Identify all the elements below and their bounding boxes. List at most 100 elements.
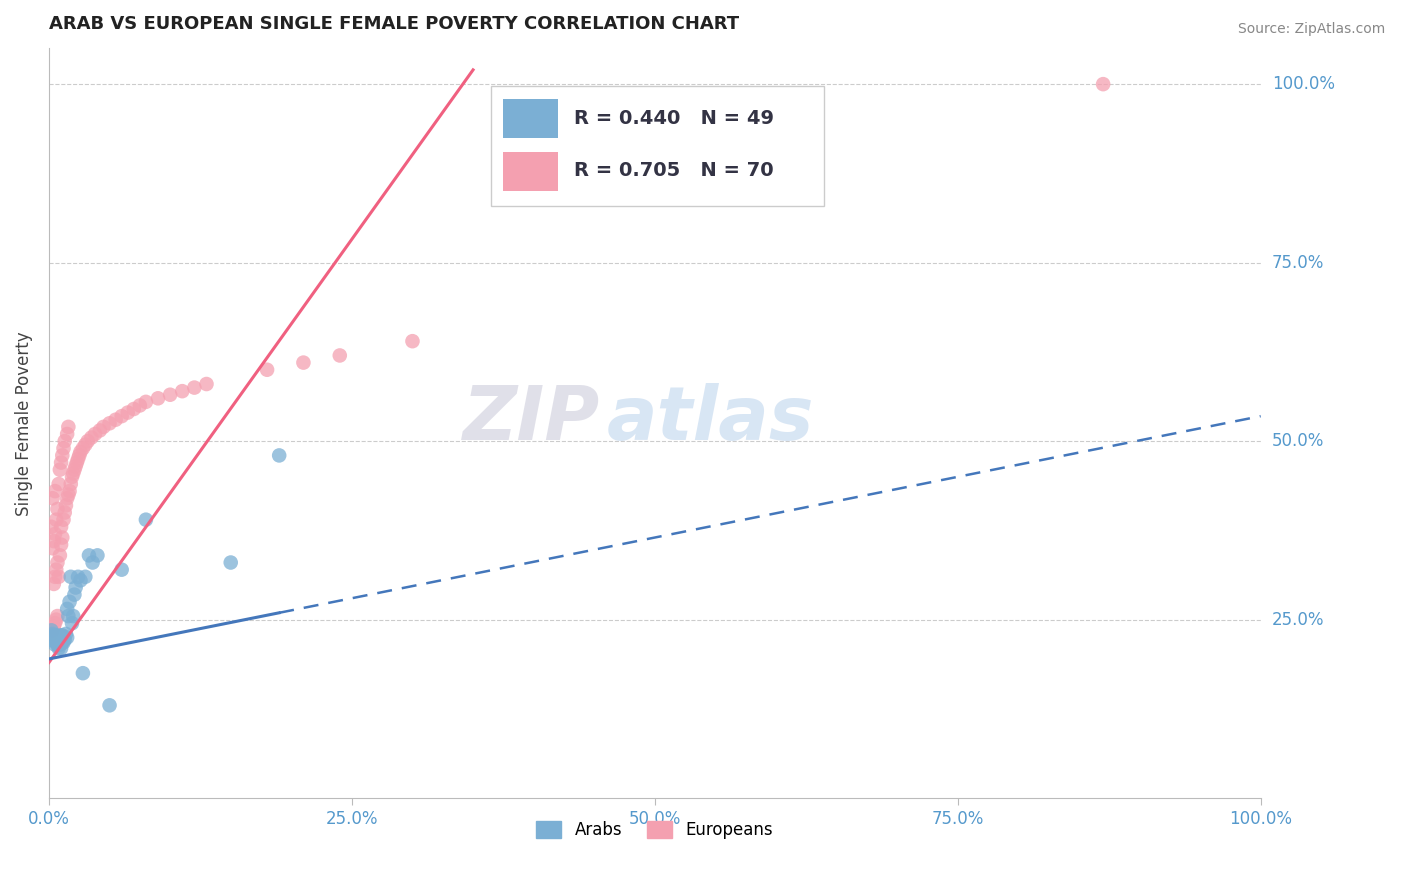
Point [44,527,66,541]
Point [84,427,107,442]
Point [183,381,205,395]
Point [49,632,72,647]
Point [67,452,90,467]
Point [48,477,70,491]
Point [44,616,66,631]
Point [117,406,139,420]
Point [41,631,63,645]
Point [128,399,150,413]
FancyBboxPatch shape [503,152,558,191]
Point [65,459,87,474]
Point [52,631,75,645]
Point [146,392,169,406]
Point [62,609,84,624]
Text: 100.0%: 100.0% [1272,75,1334,93]
Point [65,581,87,595]
Point [53,506,76,520]
Text: 25.0%: 25.0% [1272,611,1324,629]
Text: ARAB VS EUROPEAN SINGLE FEMALE POVERTY CORRELATION CHART: ARAB VS EUROPEAN SINGLE FEMALE POVERTY C… [49,15,740,33]
Point [58,609,80,624]
Point [63,463,86,477]
Point [66,456,89,470]
Point [135,513,157,527]
Point [60,470,83,484]
Point [69,445,91,459]
Point [52,442,75,456]
Point [49,520,72,534]
Point [41,624,63,638]
Point [46,556,69,570]
Point [82,556,104,570]
Point [98,417,121,431]
Point [86,549,108,563]
Point [72,666,94,681]
Point [72,442,94,456]
Point [62,467,84,481]
Point [59,570,82,584]
Point [122,402,145,417]
Point [329,349,352,363]
Point [75,570,97,584]
Point [45,628,67,642]
Point [58,420,80,434]
Point [56,427,79,442]
FancyBboxPatch shape [491,86,824,206]
Point [42,628,65,642]
Point [41,627,63,641]
Point [63,588,86,602]
Point [256,363,278,377]
Point [56,491,79,506]
Point [41,627,63,641]
Text: atlas: atlas [606,383,814,456]
Point [159,388,181,402]
Point [44,484,66,499]
Point [48,638,70,652]
Point [292,356,315,370]
Point [52,635,75,649]
Point [42,620,65,634]
Point [41,541,63,556]
Point [49,634,72,648]
Point [1092,77,1115,91]
Point [45,613,67,627]
Point [51,628,73,642]
Point [42,577,65,591]
Point [67,570,90,584]
Text: Source: ZipAtlas.com: Source: ZipAtlas.com [1237,22,1385,37]
Point [401,334,423,348]
Point [195,377,218,392]
Point [58,488,80,502]
Point [41,491,63,506]
Point [51,449,73,463]
Point [48,570,70,584]
Point [48,641,70,656]
Point [42,534,65,549]
Point [67,449,90,463]
Point [44,631,66,645]
Point [45,632,67,647]
Point [53,632,76,647]
Point [46,631,69,645]
Point [111,409,134,424]
Point [44,570,66,584]
Point [53,434,76,449]
Y-axis label: Single Female Poverty: Single Female Poverty [15,331,32,516]
Point [46,609,69,624]
Point [45,513,67,527]
Point [49,538,72,552]
Point [104,413,127,427]
Point [49,641,72,656]
Point [41,624,63,638]
Point [172,384,194,399]
Point [98,698,121,713]
Point [89,424,111,438]
Point [75,438,97,452]
Point [55,627,77,641]
Point [56,602,79,616]
Point [46,634,69,648]
Point [44,638,66,652]
Point [46,502,69,516]
Text: ZIP: ZIP [463,383,600,456]
Point [42,634,65,648]
Point [59,477,82,491]
